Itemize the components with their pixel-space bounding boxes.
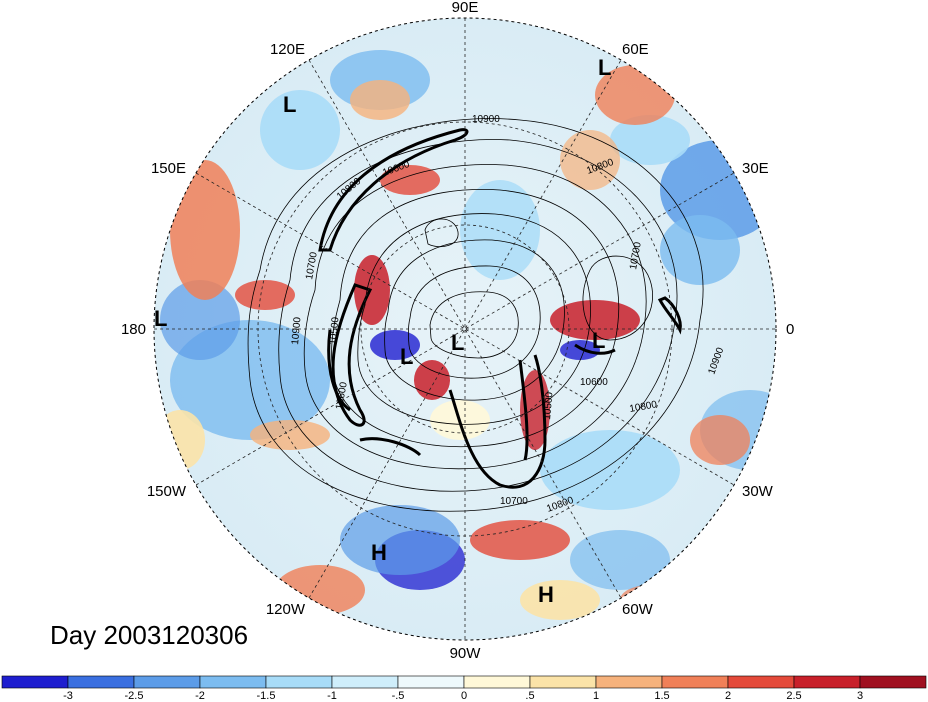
colorbar-swatch [793, 675, 861, 689]
low-center-mark: L [283, 92, 296, 117]
lon-label-90e: 90E [452, 0, 479, 16]
lon-label-0: 0 [786, 321, 794, 338]
contour-label: 10700 [500, 496, 528, 507]
lon-label-120w: 120W [266, 601, 306, 618]
colorbar-swatch [661, 675, 729, 689]
anomaly-field [154, 18, 776, 640]
colorbar-tick-label: 0 [461, 690, 467, 702]
colorbar-tick-label: 2 [725, 690, 731, 702]
lon-label-30e: 30E [742, 160, 769, 177]
colorbar-tick-label: 1 [593, 690, 599, 702]
contour-labels: 10900 10600 10800 10700 10800 10900 1050… [290, 114, 726, 515]
colorbar-tick-label: -.5 [392, 690, 405, 702]
low-center-mark: L [451, 330, 464, 355]
contour-label: 10600 [334, 381, 350, 411]
low-center-mark: L [592, 328, 605, 353]
low-center-mark: L [400, 344, 413, 369]
colorbar-swatch [199, 675, 267, 689]
contour-label: 10900 [472, 114, 500, 125]
colorbar-tick-label: -1.5 [257, 690, 276, 702]
colorbar-tick-label: 2.5 [786, 690, 801, 702]
colorbar-tick-label: 1.5 [654, 690, 669, 702]
colorbar-tick-label: -1 [327, 690, 337, 702]
colorbar-tick-label: -2.5 [125, 690, 144, 702]
contour-label: 10500 [328, 316, 341, 345]
low-center-mark: L [154, 306, 167, 331]
contour-label: 10900 [290, 316, 303, 345]
lon-label-90w: 90W [450, 645, 482, 662]
colorbar-swatch [595, 675, 663, 689]
contour-label: 10700 [628, 241, 644, 271]
colorbar-tick-label: .5 [525, 690, 534, 702]
lon-label-120e: 120E [270, 41, 305, 58]
colorbar-swatch [67, 675, 135, 689]
colorbar-swatch [727, 675, 795, 689]
colorbar-swatch [265, 675, 333, 689]
lon-label-150w: 150W [147, 483, 187, 500]
colorbar-tick-label: 3 [857, 690, 863, 702]
contour-label: 10700 [304, 251, 320, 281]
colorbar-swatch [133, 675, 201, 689]
high-center-mark: H [371, 540, 387, 565]
colorbar: -3 -2.5 -2 -1.5 -1 -.5 0 .5 1 1.5 2 2.5 3 [1, 675, 927, 702]
lon-label-60w: 60W [622, 601, 654, 618]
high-center-mark: H [538, 582, 554, 607]
colorbar-swatch [859, 675, 927, 689]
colorbar-swatch [529, 675, 597, 689]
colorbar-swatch [1, 675, 69, 689]
graticule [154, 18, 776, 640]
colorbar-tick-label: -2 [195, 690, 205, 702]
colorbar-swatch [331, 675, 399, 689]
lon-label-180: 180 [121, 321, 146, 338]
colorbar-tick-label: -3 [63, 690, 73, 702]
low-center-mark: L [598, 55, 611, 80]
longitude-labels: 90E 60E 120E 30E 150E 180 0 150W 30W 120… [121, 0, 794, 662]
colorbar-swatch [397, 675, 465, 689]
lon-label-30w: 30W [742, 483, 774, 500]
contour-label: 10500 [542, 391, 555, 420]
jet-contours [318, 128, 682, 489]
pressure-centers: L L L L L L H H [154, 55, 611, 607]
lon-label-150e: 150E [151, 160, 186, 177]
colorbar-swatch [463, 675, 531, 689]
contour-label: 10800 [629, 399, 659, 415]
map-title: Day 2003120306 [50, 620, 249, 650]
contour-label: 10600 [580, 377, 608, 388]
map-border [153, 17, 777, 641]
lon-label-60e: 60E [622, 41, 649, 58]
